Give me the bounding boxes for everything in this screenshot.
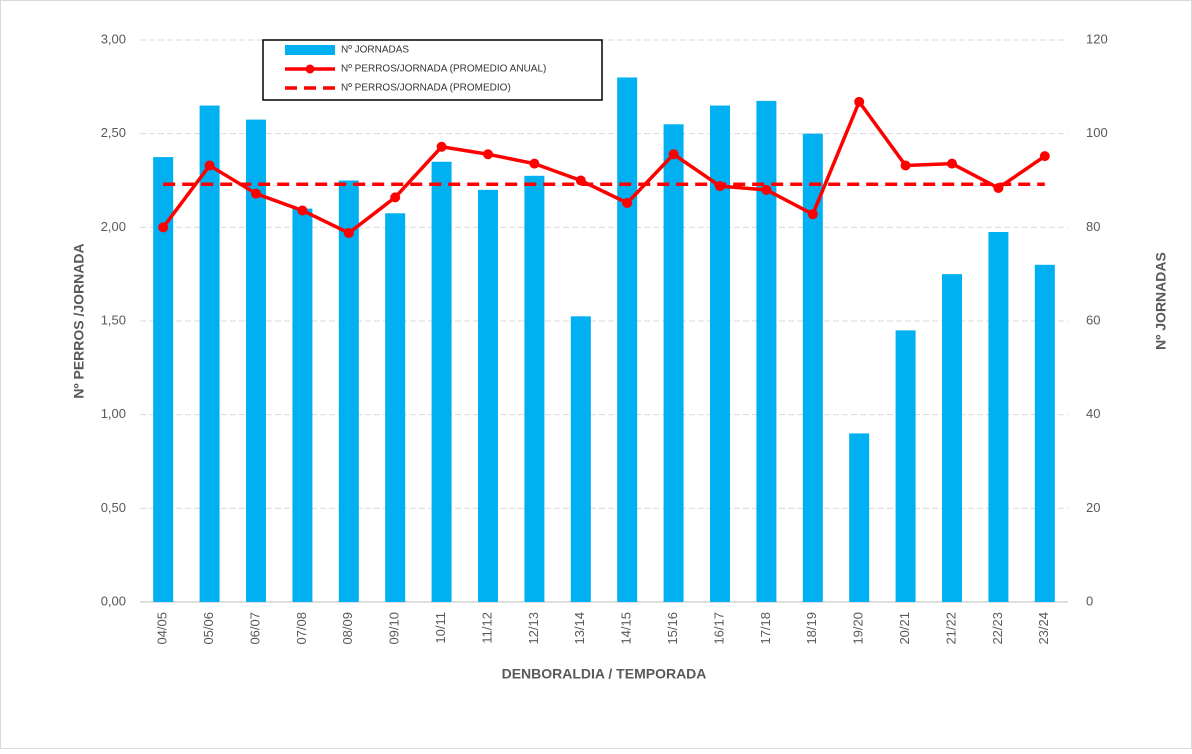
point [622,197,633,208]
bar [895,330,916,602]
x-tick-label: 16/17 [711,612,726,645]
x-tick-label: 20/21 [897,612,912,645]
bar [385,213,406,603]
bar [524,175,545,603]
y-tick-label: 1,50 [101,312,126,327]
bar [617,77,638,602]
bar [292,208,313,602]
y-tick-label: 0,00 [101,593,126,608]
point [807,209,818,220]
x-tick-label: 18/19 [804,612,819,645]
legend-swatch [285,45,335,55]
x-tick-label: 22/23 [990,612,1005,645]
y2-tick-label: 60 [1086,312,1100,327]
y-tick-label: 0,50 [101,500,126,515]
line [161,98,1046,235]
y2-tick-label: 20 [1086,500,1100,515]
bar [1034,264,1055,602]
x-tick-label: 04/05 [155,612,170,645]
x-axis-title: DENBORALDIA / TEMPORADA [502,666,707,682]
point [900,160,911,171]
bar [942,274,962,602]
x-tick-label: 09/10 [387,612,402,645]
point [343,227,354,238]
legend-label: Nº JORNADAS [341,45,409,56]
point [251,188,261,199]
bar [570,316,591,602]
point [947,158,957,169]
point [390,192,401,203]
point [158,222,169,233]
point [854,96,865,107]
bar [338,180,359,602]
x-tick-label: 07/08 [294,612,309,645]
x-tick-label: 05/06 [201,612,216,645]
x-tick-label: 12/13 [526,612,541,645]
x-tick-label: 14/15 [619,612,634,645]
bar [849,433,870,602]
bar [802,133,823,602]
bar [246,119,266,602]
bar [199,105,220,603]
point [483,149,493,160]
bar [988,232,1009,602]
x-tick-label: 10/11 [433,612,448,644]
point [204,160,215,171]
x-tick-label: 15/16 [665,612,680,645]
bar [756,100,777,602]
x-tick-label: 11/12 [479,612,494,644]
y-axis-title: Nº PERROS /JORNADA [71,243,87,398]
y2-axis-title: Nº JORNADAS [1153,252,1169,350]
y2-tick-label: 40 [1086,406,1100,421]
x-tick-label: 19/20 [851,612,866,645]
x-tick-label: 06/07 [247,612,262,645]
point [668,149,679,160]
bar [431,161,452,602]
point [761,184,772,195]
legend-marker [305,64,315,74]
point [1039,151,1050,162]
x-tick-label: 17/18 [758,612,773,645]
y2-tick-label: 120 [1086,31,1108,46]
point [436,141,447,152]
point [529,158,540,169]
y-tick-label: 2,50 [101,125,126,140]
y-tick-label: 3,00 [101,31,126,46]
y-tick-label: 2,00 [101,219,126,234]
x-tick-label: 23/24 [1036,612,1051,645]
point [297,205,308,216]
y2-tick-label: 100 [1086,125,1108,140]
bar [710,105,730,603]
x-tick-label: 21/22 [943,612,958,645]
legend-label: Nº PERROS/JORNADA (PROMEDIO) [341,83,511,94]
y-tick-label: 1,00 [101,406,126,421]
x-tick-label: 13/14 [572,612,587,645]
bar [663,124,684,603]
bar [153,157,174,603]
legend-label: Nº PERROS/JORNADA (PROMEDIO ANUAL) [341,64,546,75]
bar [478,189,498,602]
y2-tick-label: 0 [1086,593,1093,608]
y2-tick-label: 80 [1086,219,1100,234]
x-tick-label: 08/09 [340,612,355,645]
